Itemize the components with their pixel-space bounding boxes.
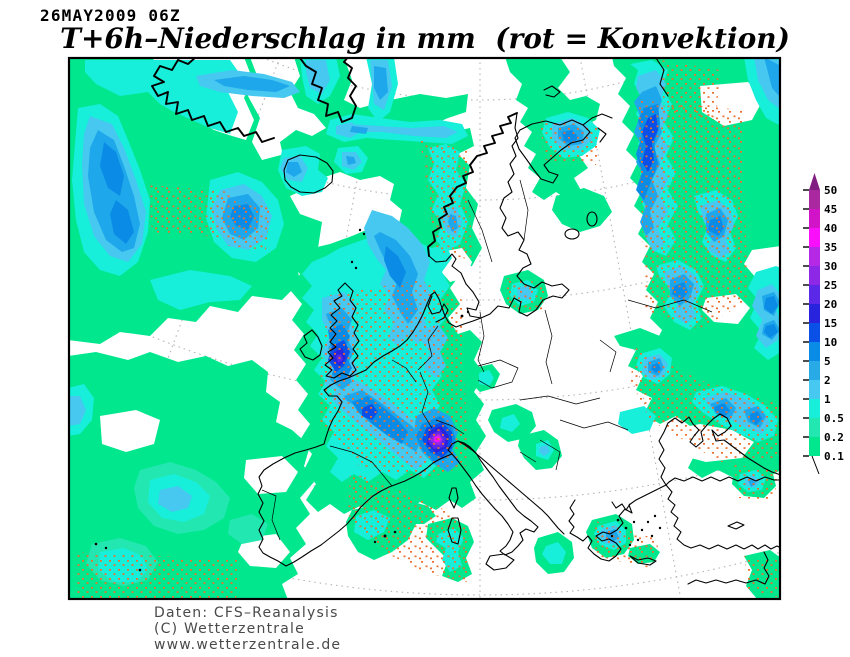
- legend-segment: [809, 266, 820, 285]
- legend-segment: [809, 209, 820, 228]
- legend-tick-label: 10: [824, 336, 837, 349]
- footer-url[interactable]: www.wetterzentrale.de: [154, 637, 342, 653]
- legend-tick-label: 50: [824, 184, 837, 197]
- legend-segment: [809, 342, 820, 361]
- legend-segment: [809, 437, 820, 456]
- coastlines: [94, 58, 780, 585]
- legend-tick-label: 0.1: [824, 450, 844, 463]
- run-date-label: 26MAY2009 06Z: [40, 6, 181, 25]
- legend-tick-label: 2: [824, 374, 831, 387]
- page-title: T+6h–Niederschlag in mm (rot = Konvektio…: [60, 22, 790, 55]
- legend-tick-label: 30: [824, 260, 837, 273]
- legend-segment: [809, 418, 820, 437]
- legend-segment: [809, 285, 820, 304]
- legend-tick-label: 5: [824, 355, 831, 368]
- legend-segment: [809, 361, 820, 380]
- legend-tick-label: 25: [824, 279, 837, 292]
- legend-tick-label: 0.5: [824, 412, 844, 425]
- legend-tick-label: 40: [824, 222, 837, 235]
- legend-tick-label: 45: [824, 203, 837, 216]
- legend-tick-label: 35: [824, 241, 837, 254]
- legend-overflow-arrow: [809, 173, 820, 190]
- legend-segment: [809, 304, 820, 323]
- colorbar-legend: 50 45 40 35 30 25 20 15 10 5 2 1 0.5 0.2 0.1: [803, 173, 844, 475]
- small-islands: [94, 228, 662, 572]
- map-frame: [67, 56, 782, 601]
- footer-data-source: Daten: CFS–Reanalysis: [154, 605, 339, 621]
- country-borders: [261, 179, 713, 541]
- legend-tick-label: 20: [824, 298, 837, 311]
- legend-tick-label: 15: [824, 317, 837, 330]
- legend-segment: [809, 380, 820, 399]
- legend-segment: [809, 323, 820, 342]
- footer-copyright: (C) Wetterzentrale: [154, 621, 305, 637]
- legend-segment: [809, 247, 820, 266]
- legend-tail-line: [811, 455, 820, 475]
- legend-tick-label: 0.2: [824, 431, 844, 444]
- legend-tick-label: 1: [824, 393, 831, 406]
- legend-segment: [809, 228, 820, 247]
- legend-segment: [809, 399, 820, 418]
- legend-segment: [809, 190, 820, 209]
